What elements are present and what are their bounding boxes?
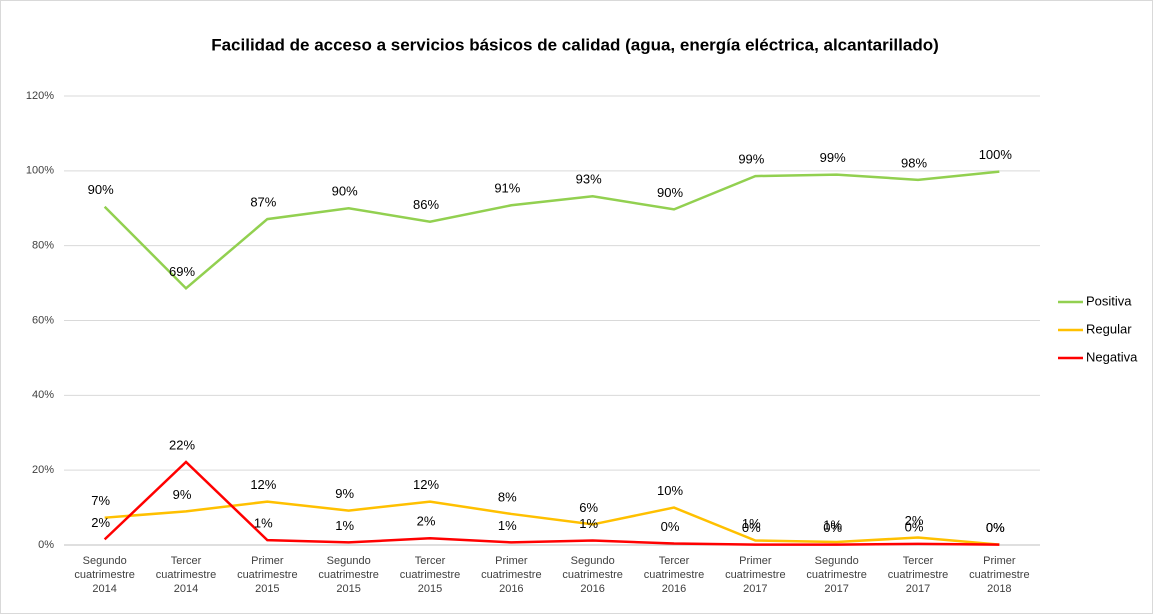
legend-label: Regular bbox=[1086, 321, 1132, 336]
data-label: 12% bbox=[250, 477, 276, 492]
series-line bbox=[103, 170, 1000, 291]
x-tick-label: Tercer cuatrimestre 2016 bbox=[644, 555, 705, 595]
x-tick-line: Primer bbox=[495, 555, 528, 567]
x-tick-label: Segundo cuatrimestre 2014 bbox=[74, 555, 135, 595]
x-tick-line: 2016 bbox=[662, 583, 686, 595]
data-label: 90% bbox=[657, 185, 683, 200]
x-tick-line: cuatrimestre bbox=[969, 569, 1030, 581]
data-label: 0% bbox=[986, 520, 1005, 535]
legend-label: Positiva bbox=[1086, 293, 1132, 308]
data-label: 12% bbox=[413, 477, 439, 492]
data-label: 91% bbox=[494, 181, 520, 196]
data-label: 8% bbox=[498, 489, 517, 504]
data-label: 99% bbox=[738, 152, 764, 167]
y-tick-label: 100% bbox=[26, 165, 54, 177]
x-tick-line: cuatrimestre bbox=[562, 569, 623, 581]
x-tick-label: Primer cuatrimestre 2018 bbox=[969, 555, 1030, 595]
x-tick-line: 2017 bbox=[906, 583, 930, 595]
x-tick-line: 2018 bbox=[987, 583, 1011, 595]
y-tick-label: 120% bbox=[26, 90, 54, 102]
data-label: 98% bbox=[901, 155, 927, 170]
x-tick-line: Tercer bbox=[171, 555, 202, 567]
x-tick-line: Segundo bbox=[815, 555, 859, 567]
x-tick-line: cuatrimestre bbox=[481, 569, 542, 581]
x-tick-line: cuatrimestre bbox=[318, 569, 379, 581]
series-line bbox=[103, 460, 1000, 546]
data-label: 1% bbox=[254, 516, 273, 531]
data-label: 0% bbox=[661, 519, 680, 534]
data-label: 90% bbox=[88, 182, 114, 197]
x-tick-line: 2016 bbox=[580, 583, 604, 595]
x-tick-line: cuatrimestre bbox=[400, 569, 461, 581]
x-tick-label: Primer cuatrimestre 2017 bbox=[725, 555, 786, 595]
data-label: 10% bbox=[657, 483, 683, 498]
x-tick-line: 2017 bbox=[743, 583, 767, 595]
data-label: 7% bbox=[91, 493, 110, 508]
x-tick-label: Primer cuatrimestre 2016 bbox=[481, 555, 542, 595]
data-label: 0% bbox=[742, 520, 761, 535]
x-tick-line: cuatrimestre bbox=[806, 569, 867, 581]
y-tick-label: 20% bbox=[32, 464, 54, 476]
data-label: 9% bbox=[335, 486, 354, 501]
x-tick-line: Primer bbox=[739, 555, 772, 567]
data-label: 2% bbox=[417, 514, 436, 529]
x-tick-label: Segundo cuatrimestre 2017 bbox=[806, 555, 867, 595]
x-tick-line: 2015 bbox=[336, 583, 360, 595]
y-tick-label: 80% bbox=[32, 240, 54, 252]
data-label: 99% bbox=[820, 150, 846, 165]
x-tick-line: Tercer bbox=[415, 555, 446, 567]
data-label: 9% bbox=[173, 487, 192, 502]
chart-title: Facilidad de acceso a servicios básicos … bbox=[211, 35, 939, 54]
x-tick-line: 2014 bbox=[174, 583, 198, 595]
x-tick-line: 2017 bbox=[824, 583, 848, 595]
data-label: 93% bbox=[576, 172, 602, 187]
data-label: 69% bbox=[169, 264, 195, 279]
data-label: 22% bbox=[169, 437, 195, 452]
data-label: 2% bbox=[905, 513, 924, 528]
x-tick-line: 2015 bbox=[418, 583, 442, 595]
x-tick-label: Segundo cuatrimestre 2016 bbox=[562, 555, 623, 595]
x-tick-line: Segundo bbox=[327, 555, 371, 567]
x-tick-label: Tercer cuatrimestre 2015 bbox=[400, 555, 461, 595]
x-tick-label: Tercer cuatrimestre 2017 bbox=[888, 555, 949, 595]
x-tick-line: Tercer bbox=[659, 555, 690, 567]
x-tick-line: 2014 bbox=[92, 583, 116, 595]
series-line bbox=[104, 500, 1000, 546]
x-tick-line: cuatrimestre bbox=[644, 569, 705, 581]
data-label: 90% bbox=[332, 184, 358, 199]
x-tick-line: Segundo bbox=[571, 555, 615, 567]
data-label: 1% bbox=[335, 518, 354, 533]
x-tick-line: 2016 bbox=[499, 583, 523, 595]
x-tick-line: cuatrimestre bbox=[888, 569, 949, 581]
data-label: 100% bbox=[979, 147, 1013, 162]
x-tick-line: cuatrimestre bbox=[74, 569, 135, 581]
data-label: 1% bbox=[742, 516, 761, 531]
data-label: 1% bbox=[579, 516, 598, 531]
data-label: 0% bbox=[823, 520, 842, 535]
y-tick-label: 0% bbox=[38, 539, 54, 551]
y-tick-label: 60% bbox=[32, 314, 54, 326]
y-tick-label: 40% bbox=[32, 389, 54, 401]
x-tick-label: Segundo cuatrimestre 2015 bbox=[318, 555, 379, 595]
data-label: 1% bbox=[498, 518, 517, 533]
legend-label: Negativa bbox=[1086, 349, 1138, 364]
x-tick-line: cuatrimestre bbox=[725, 569, 786, 581]
x-tick-line: 2015 bbox=[255, 583, 279, 595]
data-label: 0% bbox=[986, 520, 1005, 535]
x-tick-line: cuatrimestre bbox=[237, 569, 298, 581]
x-tick-line: Primer bbox=[251, 555, 284, 567]
data-label: 6% bbox=[579, 500, 598, 515]
data-label: 86% bbox=[413, 197, 439, 212]
data-label: 1% bbox=[823, 517, 842, 532]
x-tick-label: Primer cuatrimestre 2015 bbox=[237, 555, 298, 595]
x-tick-line: Primer bbox=[983, 555, 1016, 567]
data-label: 87% bbox=[250, 195, 276, 210]
x-tick-label: Tercer cuatrimestre 2014 bbox=[156, 555, 217, 595]
data-label: 0% bbox=[905, 519, 924, 534]
x-tick-line: Tercer bbox=[903, 555, 934, 567]
data-label: 2% bbox=[91, 515, 110, 530]
x-tick-line: cuatrimestre bbox=[156, 569, 217, 581]
x-tick-line: Segundo bbox=[83, 555, 127, 567]
